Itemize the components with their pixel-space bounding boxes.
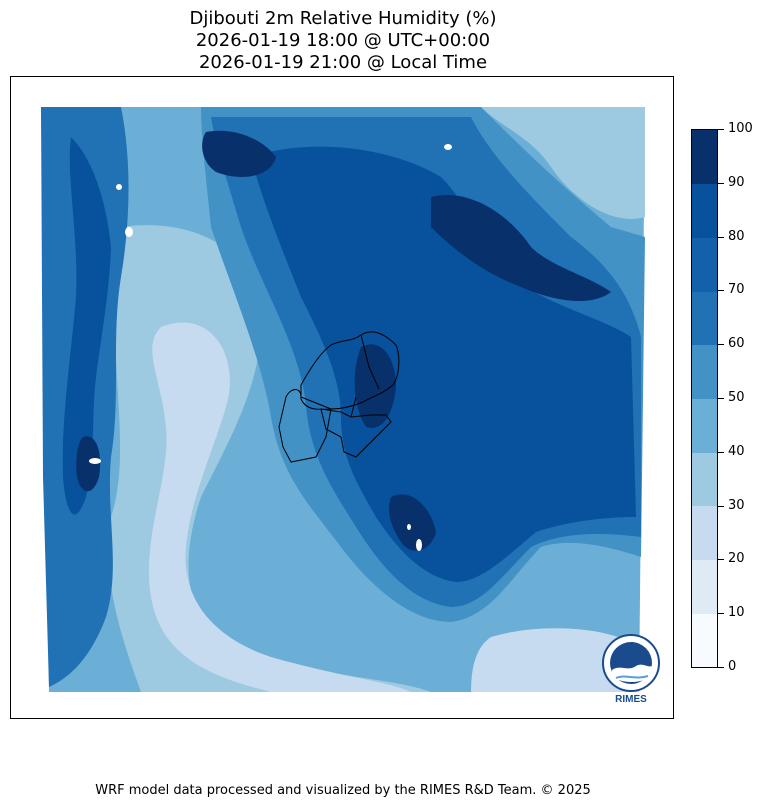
colorbar-tick-label: 90 [728, 174, 745, 190]
title-line-utc: 2026-01-19 18:00 @ UTC+00:00 [195, 30, 491, 51]
colorbar-tick [718, 613, 724, 615]
colorbar-tick [718, 398, 724, 399]
title-line-local: 2026-01-19 21:00 @ Local Time [198, 52, 488, 73]
humidity-field-30-40-se [471, 628, 639, 692]
colorbar-tick-label: 80 [728, 228, 745, 244]
map-frame [10, 76, 674, 719]
colorbar-segment [692, 398, 717, 453]
colorbar-tick [718, 129, 724, 130]
rimes-emblem-icon [602, 634, 660, 692]
humidity-field-90-100-center [354, 344, 396, 428]
colorbar-tick [718, 667, 724, 668]
missing-data-spot [116, 184, 122, 190]
map-title: Djibouti 2m Relative Humidity (%) 2026-0… [0, 8, 686, 74]
colorbar-tick [718, 290, 724, 292]
colorbar-segment [692, 452, 717, 507]
humidity-field-90-100-south [389, 494, 436, 551]
colorbar-tick [718, 559, 724, 561]
colorbar-tick [718, 344, 724, 346]
colorbar-segment [692, 291, 717, 346]
colorbar-tick [718, 236, 724, 238]
humidity-field-west-ridge-core [62, 137, 111, 515]
colorbar-tick [718, 182, 724, 184]
colorbar-tick-label: 60 [728, 336, 745, 352]
humidity-field-90-100-northeast [431, 195, 611, 302]
missing-data-spot [407, 524, 411, 530]
country-boundaries [278, 331, 400, 463]
missing-data-spot [444, 144, 452, 150]
colorbar-tick [718, 505, 724, 507]
colorbar-segment [692, 344, 717, 399]
humidity-field-30-40 [148, 322, 411, 692]
colorbar-tick-label: 40 [728, 443, 745, 459]
missing-data-spot [125, 227, 133, 237]
colorbar-segment [692, 130, 717, 185]
humidity-field-80-90 [251, 146, 636, 582]
missing-data-spot [416, 539, 422, 551]
humidity-field-90-100-north [202, 130, 276, 177]
colorbar-segment [692, 559, 717, 614]
humidity-field-ne-40-50 [481, 107, 645, 219]
title-line-variable: Djibouti 2m Relative Humidity (%) [189, 8, 497, 29]
footer-credit: WRF model data processed and visualized … [95, 783, 591, 798]
colorbar-tick-label: 0 [728, 659, 737, 674]
missing-data-spot [89, 458, 101, 464]
colorbar-segment [692, 505, 717, 561]
colorbar [691, 129, 718, 668]
colorbar-tick [718, 451, 724, 453]
humidity-field-west-core-dark [76, 436, 101, 492]
colorbar-segment [692, 237, 717, 292]
colorbar-segment [692, 613, 717, 667]
colorbar-tick-label: 10 [728, 605, 745, 621]
colorbar-tick-label: 30 [728, 497, 745, 513]
colorbar-tick-label: 50 [728, 390, 745, 405]
humidity-map [41, 107, 645, 693]
colorbar-tick-label: 100 [728, 121, 753, 136]
rimes-logo: RIMES [602, 632, 660, 706]
colorbar-tick-label: 70 [728, 282, 745, 298]
logo-label: RIMES [615, 694, 647, 705]
colorbar-segment [692, 183, 717, 238]
colorbar-tick-label: 20 [728, 551, 745, 567]
